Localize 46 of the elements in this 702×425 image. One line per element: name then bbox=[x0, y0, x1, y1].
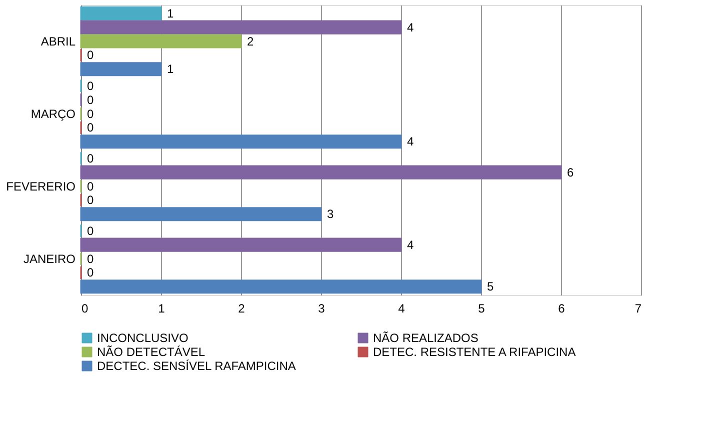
y-tick-label: ABRIL bbox=[40, 34, 76, 48]
data-label: 0 bbox=[87, 78, 94, 93]
data-label: 0 bbox=[87, 252, 94, 266]
bar bbox=[80, 238, 402, 252]
x-tick-label: 0 bbox=[82, 302, 88, 316]
data-label: 2 bbox=[247, 34, 254, 48]
y-tick-label: FEVERERIO bbox=[6, 179, 76, 194]
data-label: 0 bbox=[87, 92, 94, 107]
bar bbox=[80, 134, 402, 149]
y-tick-label: MARÇO bbox=[30, 106, 76, 121]
legend-label: DECTEC. SENSÍVEL RAFAMPICINA bbox=[97, 359, 296, 373]
data-label: 4 bbox=[407, 134, 414, 149]
data-label: 0 bbox=[87, 48, 94, 62]
data-label: 0 bbox=[87, 193, 94, 208]
data-label: 0 bbox=[87, 224, 94, 238]
bar bbox=[80, 20, 402, 34]
data-label: 1 bbox=[167, 62, 174, 76]
data-label: 0 bbox=[87, 106, 94, 121]
legend-label: NÃO DETECTÁVEL bbox=[97, 345, 206, 359]
x-tick-label: 4 bbox=[398, 302, 406, 316]
x-tick-label: 6 bbox=[558, 302, 566, 316]
data-label: 1 bbox=[167, 6, 174, 20]
bar bbox=[80, 6, 162, 20]
data-label: 0 bbox=[87, 179, 94, 194]
x-tick-label: 3 bbox=[318, 302, 326, 316]
bar bbox=[80, 280, 482, 294]
data-label: 3 bbox=[327, 207, 334, 222]
bar bbox=[80, 34, 242, 48]
data-label: 0 bbox=[87, 120, 94, 135]
data-label: 4 bbox=[407, 20, 414, 34]
legend-label: INCONCLUSIVO bbox=[97, 331, 188, 345]
legend-label: DETEC. RESISTENTE A RIFAPICINA bbox=[373, 345, 576, 359]
data-label: 0 bbox=[87, 151, 94, 166]
data-label: 6 bbox=[567, 165, 574, 180]
x-tick-label: 7 bbox=[634, 302, 642, 316]
legend-label: NÃO REALIZADOS bbox=[373, 331, 478, 345]
data-label: 4 bbox=[407, 238, 414, 252]
bar bbox=[80, 207, 322, 222]
data-label: 0 bbox=[87, 266, 94, 280]
x-tick-label: 1 bbox=[158, 302, 166, 316]
x-tick-label: 5 bbox=[478, 302, 486, 316]
y-tick-label: JANEIRO bbox=[23, 252, 76, 266]
bar bbox=[80, 165, 562, 180]
bar bbox=[80, 62, 162, 76]
data-label: 5 bbox=[487, 280, 494, 294]
x-tick-label: 2 bbox=[238, 302, 246, 316]
